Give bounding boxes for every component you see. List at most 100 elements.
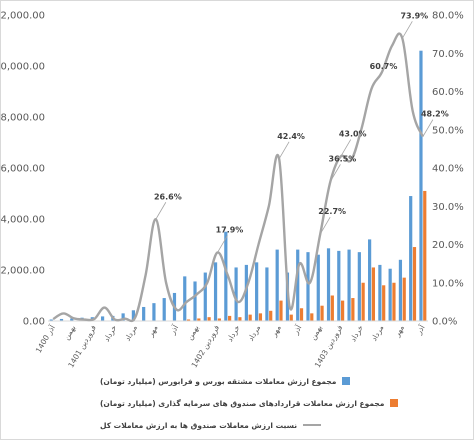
x-axis-tick-label: آذر <box>166 322 180 336</box>
right-axis-tick-label: 70.0% <box>432 49 464 60</box>
right-axis-tick-label: 60.0% <box>432 87 464 98</box>
bar-derivatives <box>337 250 341 321</box>
bar-derivatives <box>162 298 166 321</box>
bar-derivatives <box>59 318 64 321</box>
x-axis-tick-label: بهمن <box>185 324 201 342</box>
x-axis-tick-label: مهر <box>392 324 406 339</box>
bar-derivatives <box>152 303 156 321</box>
bar-derivatives <box>70 318 74 321</box>
x-axis-tick-label: مهر <box>269 324 283 339</box>
bar-fund-contracts <box>258 313 263 321</box>
bar-fund-contracts <box>238 317 242 321</box>
bar-fund-contracts <box>412 247 417 321</box>
bar-derivatives <box>203 272 207 321</box>
bar-derivatives <box>306 252 310 321</box>
bar-derivatives <box>398 259 403 321</box>
left-axis-tick-label: 12,000.00 <box>0 11 45 22</box>
data-label-leader <box>319 216 331 235</box>
data-label: 43.0% <box>339 130 367 139</box>
bar-fund-contracts <box>269 310 273 321</box>
data-label-leader <box>401 21 413 39</box>
data-label-leader <box>217 235 228 253</box>
bar-fund-contracts <box>341 300 345 321</box>
bar-fund-contracts <box>351 298 355 321</box>
bar-derivatives <box>193 281 197 321</box>
right-axis-ticks: 0.0% 10.0% 20.0% 30.0% 40.0% 50.0% 60.0% 70.0% 8… <box>432 11 464 328</box>
bar-derivatives <box>296 249 300 321</box>
bar-derivatives <box>368 239 372 321</box>
bar-fund-contracts <box>320 305 324 321</box>
bar-fund-contracts <box>248 314 252 321</box>
bar-fund-contracts <box>310 313 314 321</box>
bar-derivatives <box>316 254 320 321</box>
x-axis-tick-label: آذر <box>413 322 427 336</box>
bar-derivatives <box>409 196 413 321</box>
data-label: 26.6% <box>154 192 182 201</box>
bar-derivatives <box>100 316 105 321</box>
bar-fund-contracts <box>402 277 406 321</box>
bar-derivatives <box>213 262 218 321</box>
x-axis-tick-label: خرداد <box>102 323 119 343</box>
data-label: 22.7% <box>318 207 346 216</box>
bar-derivatives <box>378 264 382 321</box>
data-label-leader <box>278 141 290 160</box>
bar-derivatives <box>49 319 53 321</box>
right-axis-tick-label: 0.0% <box>432 317 457 328</box>
legend: مجموع ارزش معاملات مشتقه بورس و فرابورس … <box>100 370 435 436</box>
x-axis-tick-label: بهمن <box>308 324 324 342</box>
data-label: 73.9% <box>400 11 428 20</box>
left-axis-tick-label: 2,000.00 <box>0 266 45 277</box>
left-axis-tick-label: 8,000.00 <box>0 113 45 124</box>
bar-derivatives <box>265 267 269 321</box>
data-label-leader <box>340 139 352 157</box>
data-label-leader <box>155 202 167 220</box>
legend-swatch-ratio <box>303 424 322 426</box>
legend-item-ratio: نسبت ارزش معاملات صندوق ها به ارزش معامل… <box>100 414 435 436</box>
bar-derivatives <box>419 50 423 321</box>
right-axis-tick-label: 80.0% <box>432 11 464 22</box>
data-label: 36.5% <box>329 154 357 163</box>
right-axis-tick-label: 10.0% <box>432 278 464 289</box>
bar-fund-contracts <box>361 282 365 321</box>
right-axis-tick-label: 40.0% <box>432 164 464 175</box>
bar-fund-contracts <box>217 318 221 321</box>
x-axis-tick-label: مهر <box>145 324 159 339</box>
x-axis-tick-label: مرداد <box>246 324 262 343</box>
legend-label-fund-contracts: مجموع ارزش معاملات قراردادهای صندوق های … <box>100 398 385 408</box>
data-label: 42.4% <box>277 132 305 141</box>
legend-label-ratio: نسبت ارزش معاملات صندوق ها به ارزش معامل… <box>100 420 298 430</box>
bar-fund-contracts <box>392 282 396 321</box>
data-label-leader <box>371 71 382 90</box>
right-axis-tick-label: 30.0% <box>432 202 464 213</box>
bar-fund-contracts <box>197 318 201 321</box>
x-axis-tick-label: مرداد <box>369 324 385 343</box>
left-axis-tick-label: 0.00 <box>23 317 45 328</box>
bar-derivatives <box>224 231 228 321</box>
bar-derivatives <box>234 267 238 321</box>
bar-derivatives <box>275 249 279 321</box>
bar-fund-contracts <box>330 295 334 321</box>
bar-fund-contracts <box>299 308 304 321</box>
x-axis-tick-label: مرداد <box>123 324 139 343</box>
x-axis-tick-label: خرداد <box>348 323 365 343</box>
left-axis-tick-label: 4,000.00 <box>0 215 45 226</box>
legend-swatch-fund-contracts <box>390 399 399 407</box>
data-label: 17.9% <box>216 226 244 235</box>
legend-label-derivatives: مجموع ارزش معاملات مشتقه بورس و فرابورس … <box>100 376 337 386</box>
x-axis-tick-label: آذر <box>290 322 304 336</box>
data-labels: 26.6% 17.9% 42.4% 22.7% 36.5% 43.0% 60.7% 73.9%… <box>154 11 449 253</box>
bar-fund-contracts <box>207 317 211 321</box>
bar-derivatives <box>326 248 331 321</box>
bar-derivatives <box>183 276 187 321</box>
bar-fund-contracts <box>289 314 293 321</box>
right-axis-tick-label: 50.0% <box>432 125 464 136</box>
bar-derivatives <box>244 264 248 321</box>
bar-derivatives <box>121 313 125 321</box>
data-label-leader <box>330 164 341 182</box>
left-axis-ticks: 0.00 2,000.00 4,000.00 6,000.00 8,000.00 10,0… <box>0 11 45 328</box>
bar-fund-contracts <box>186 319 191 321</box>
right-axis-tick-label: 20.0% <box>432 240 464 251</box>
